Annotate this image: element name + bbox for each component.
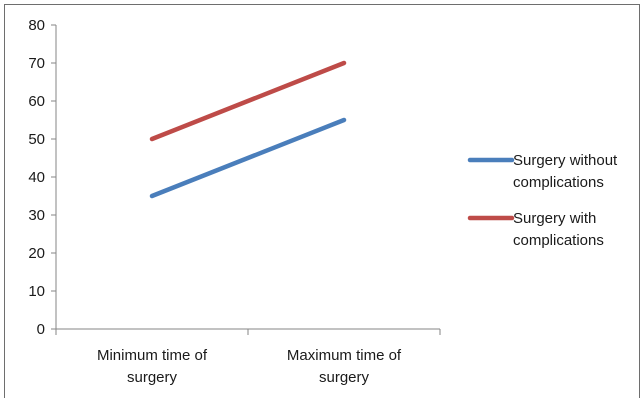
chart-frame-right-edge: [639, 4, 640, 398]
y-tick-label: 60: [28, 93, 45, 110]
y-tick-label: 40: [28, 169, 45, 186]
y-tick-label: 30: [28, 207, 45, 224]
legend-label-1: Surgery without complications: [513, 152, 618, 191]
series-lines: [149, 60, 347, 199]
x-category-label: Minimum time of surgery: [97, 347, 208, 386]
y-tick-label: 0: [37, 321, 45, 338]
x-axis-categories: Minimum time of surgery Maximum time of sur…: [55, 329, 441, 386]
axes: [55, 25, 440, 330]
chart-frame: [4, 4, 640, 398]
legend-label-2: Surgery with complications: [513, 210, 604, 249]
y-tick-label: 80: [28, 17, 45, 34]
y-tick-label: 10: [28, 283, 45, 300]
y-tick-label: 50: [28, 131, 45, 148]
legend: Surgery without complications Surgery with…: [467, 152, 618, 249]
y-tick-label: 70: [28, 55, 45, 72]
y-axis-ticks: 0 10 20 30 40 50 60 70 80: [28, 17, 56, 338]
x-category-label: Maximum time of surgery: [287, 347, 402, 386]
series-line-1: [149, 117, 347, 199]
series-line-2: [149, 60, 347, 142]
y-tick-label: 20: [28, 245, 45, 262]
